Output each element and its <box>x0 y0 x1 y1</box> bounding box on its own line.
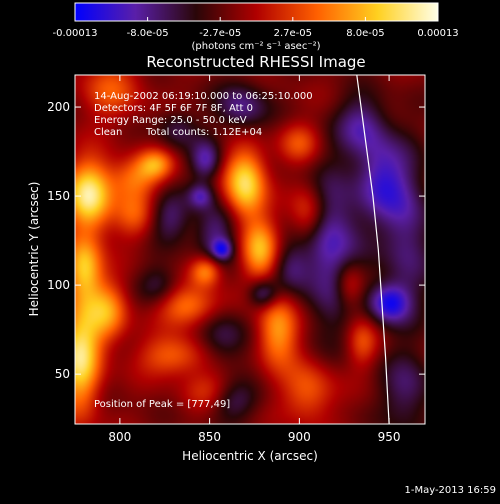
heatmap-image <box>75 75 425 424</box>
solar-limb-line <box>356 75 390 424</box>
plot-area <box>75 75 425 424</box>
colorbar-units: (photons cm⁻² s⁻¹ asec⁻²) <box>191 41 320 52</box>
chart-title: Reconstructed RHESSI Image <box>146 53 365 71</box>
y-axis-label: Heliocentric Y (arcsec) <box>27 182 41 317</box>
colorbar-tick-label: 2.7e-05 <box>274 28 312 39</box>
y-tick-label: 50 <box>55 367 70 381</box>
colorbar-tick-label: -2.7e-05 <box>199 28 241 39</box>
colorbar-tick-label: 0.00013 <box>417 28 458 39</box>
colorbar-tick-label: 8.0e-05 <box>346 28 384 39</box>
footer-date: 1-May-2013 16:59 <box>404 485 496 496</box>
x-tick-label: 950 <box>378 430 401 444</box>
annotation-time-range: 14-Aug-2002 06:19:10.000 to 06:25:10.000 <box>94 91 313 102</box>
colorbar-tick-label: -0.00013 <box>53 28 98 39</box>
x-axis-label: Heliocentric X (arcsec) <box>182 449 318 463</box>
axis-ticks: 800 850 900 950 50 100 150 200 <box>47 75 425 444</box>
annotation-total-counts: Total counts: 1.12E+04 <box>145 127 262 138</box>
annotation-clean: Clean <box>94 127 122 138</box>
y-tick-label: 100 <box>47 278 70 292</box>
plot-frame <box>74 74 426 425</box>
colorbar-ticks: -0.00013 -8.0e-05 -2.7e-05 2.7e-05 8.0e-05 0.… <box>53 17 459 39</box>
colorbar-tick-label: -8.0e-05 <box>127 28 169 39</box>
y-tick-label: 150 <box>47 189 70 203</box>
y-tick-label: 200 <box>47 100 70 114</box>
annotation-detectors: Detectors: 4F 5F 6F 7F 8F, Att 0 <box>94 103 253 114</box>
x-tick-label: 800 <box>108 430 131 444</box>
annotation-energy-range: Energy Range: 25.0 - 50.0 keV <box>94 115 247 126</box>
x-tick-label: 850 <box>198 430 221 444</box>
annotation-peak-position: Position of Peak = [777,49] <box>94 399 230 410</box>
colorbar <box>74 2 439 22</box>
x-tick-label: 900 <box>288 430 311 444</box>
